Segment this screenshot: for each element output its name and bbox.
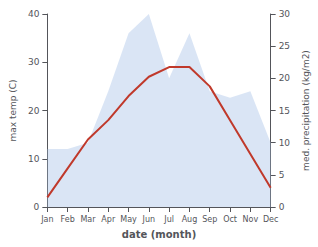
svg-text:20: 20: [279, 73, 291, 83]
svg-text:25: 25: [279, 41, 290, 51]
svg-text:0: 0: [34, 202, 40, 212]
svg-text:Jan: Jan: [40, 215, 53, 224]
svg-text:10: 10: [28, 154, 40, 164]
svg-text:Apr: Apr: [101, 215, 116, 224]
svg-text:10: 10: [279, 138, 291, 148]
svg-text:Feb: Feb: [61, 215, 75, 224]
svg-text:date (month): date (month): [122, 229, 196, 240]
svg-text:Nov: Nov: [243, 215, 259, 224]
svg-text:Mar: Mar: [80, 215, 96, 224]
svg-text:15: 15: [279, 106, 290, 116]
svg-text:0: 0: [279, 202, 285, 212]
svg-text:med. precipitation (kg/m2): med. precipitation (kg/m2): [301, 50, 311, 171]
svg-text:Jun: Jun: [142, 215, 156, 224]
svg-text:Sep: Sep: [202, 215, 217, 224]
svg-text:May: May: [120, 215, 137, 224]
svg-text:40: 40: [28, 9, 40, 19]
svg-text:max temp (C): max temp (C): [8, 79, 18, 141]
svg-text:Dec: Dec: [263, 215, 278, 224]
svg-text:30: 30: [279, 9, 291, 19]
svg-text:Jul: Jul: [163, 215, 174, 224]
svg-text:30: 30: [28, 57, 40, 67]
svg-text:5: 5: [279, 170, 285, 180]
svg-text:Aug: Aug: [182, 215, 198, 224]
svg-text:Oct: Oct: [223, 215, 237, 224]
svg-text:20: 20: [28, 106, 40, 116]
